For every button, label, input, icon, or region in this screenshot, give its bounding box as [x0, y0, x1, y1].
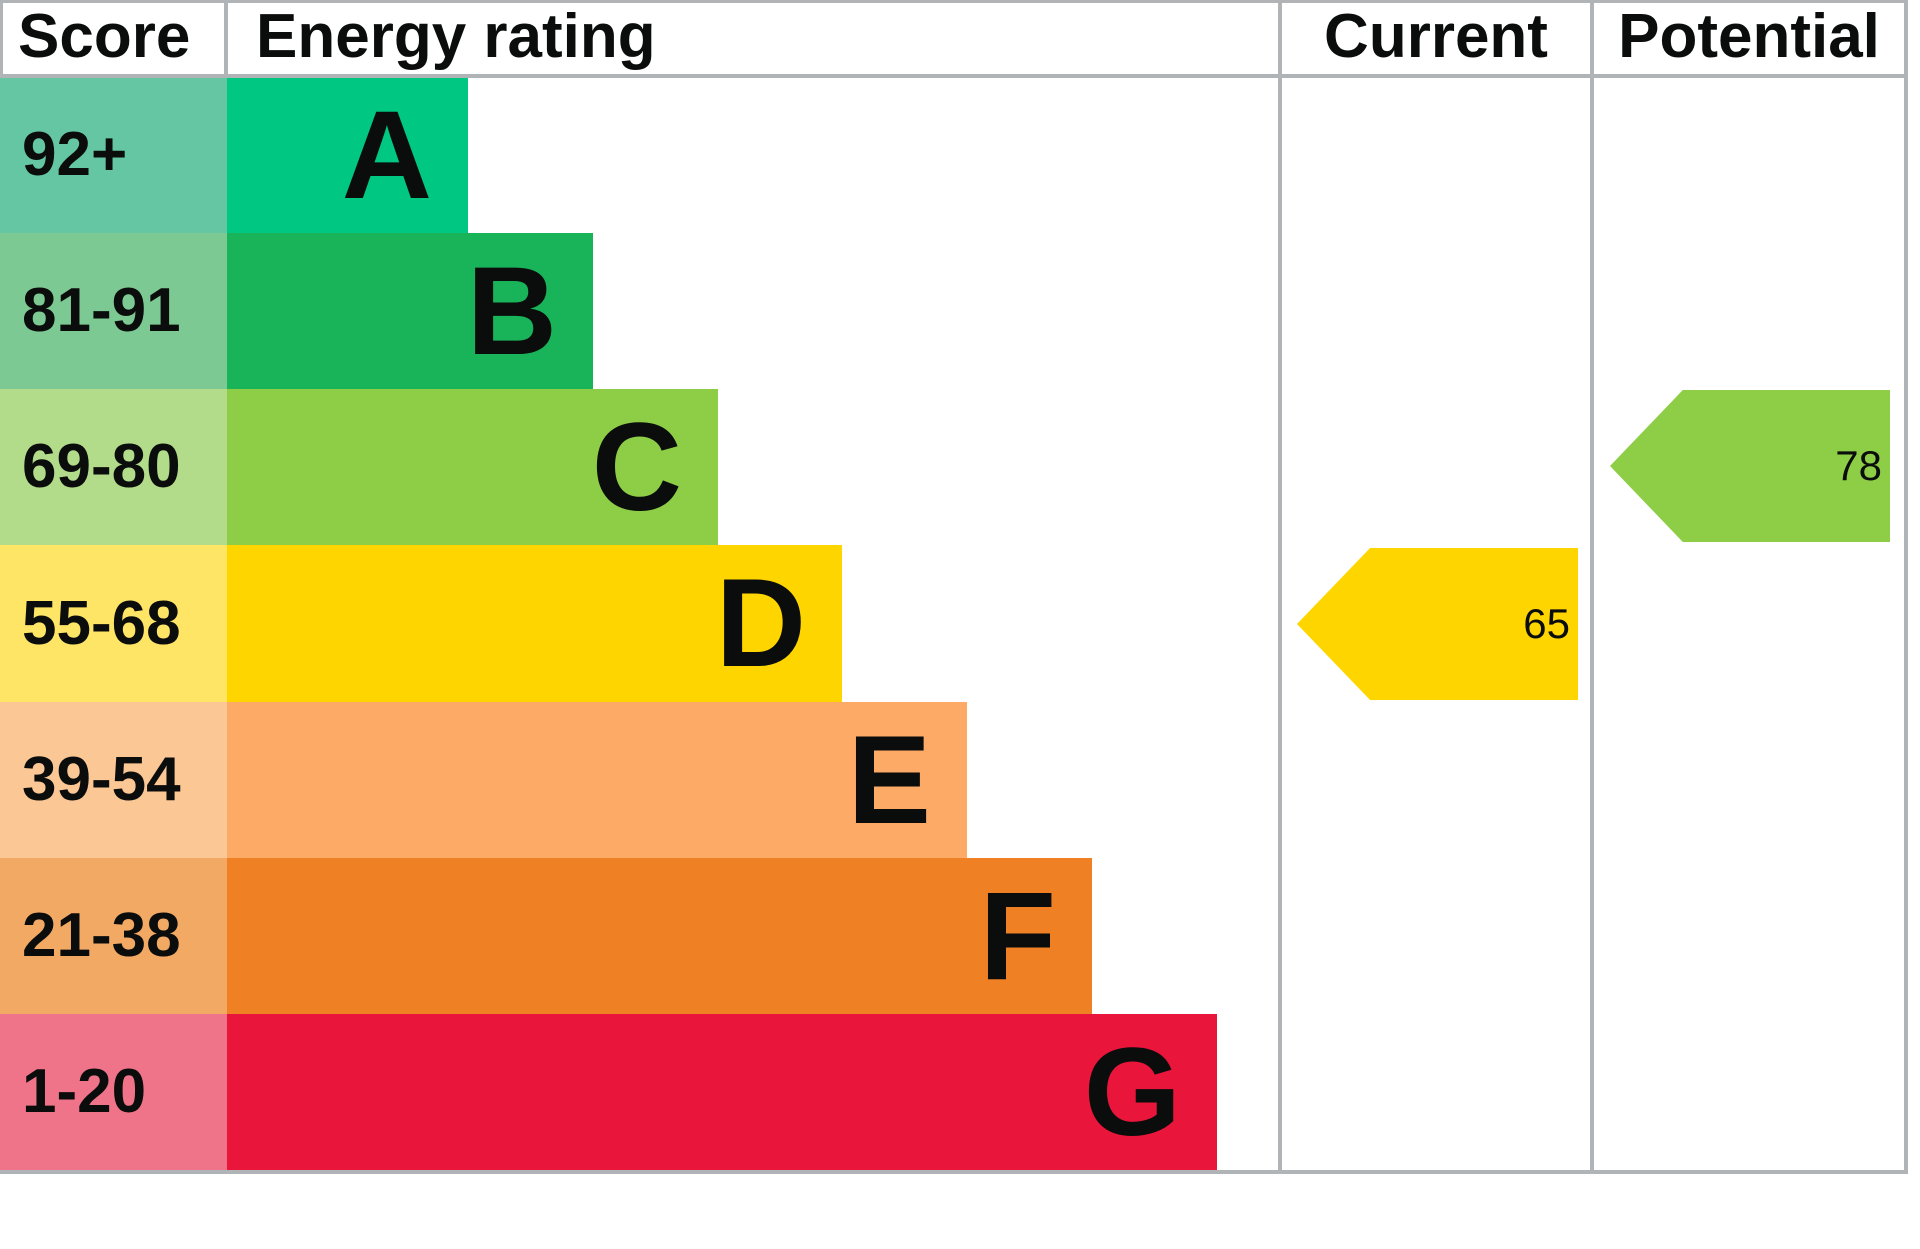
band-letter-b: B — [466, 241, 557, 381]
band-bar-f: F — [227, 858, 1092, 1014]
band-letter-c: C — [591, 397, 682, 537]
band-bar-g: G — [227, 1014, 1217, 1170]
header-score: Score — [0, 0, 224, 74]
score-label-d: 55-68 — [22, 588, 181, 658]
header-potential-label: Potential — [1618, 2, 1880, 71]
band-bar-d: D — [227, 545, 842, 702]
band-bar-e: E — [227, 702, 967, 858]
band-letter-a: A — [341, 85, 432, 225]
score-label-e: 39-54 — [22, 745, 181, 814]
band-letter-d: D — [715, 554, 806, 693]
score-cell-e: 39-54 — [0, 702, 227, 858]
potential-column-left-border — [1590, 0, 1594, 1174]
header-energy-rating-label: Energy rating — [256, 2, 656, 71]
score-label-a: 92+ — [22, 120, 128, 189]
score-label-c: 69-80 — [22, 432, 181, 501]
table-right-border — [1904, 0, 1908, 1174]
score-label-g: 1-20 — [22, 1057, 147, 1126]
score-cell-f: 21-38 — [0, 858, 227, 1014]
score-cell-d: 55-68 — [0, 545, 227, 702]
band-bar-b: B — [227, 233, 593, 389]
potential-rating-arrow: 78 — [1610, 390, 1890, 542]
band-letter-g: G — [1083, 1022, 1181, 1162]
band-bar-a: A — [227, 77, 468, 233]
header-score-label: Score — [18, 2, 191, 71]
current-column-left-border — [1278, 0, 1282, 1174]
table-top-border — [0, 0, 1908, 3]
score-column-border — [224, 0, 228, 78]
header-current: Current — [1282, 0, 1590, 74]
score-label-f: 21-38 — [22, 901, 181, 970]
score-cell-a: 92+ — [0, 77, 227, 233]
score-cell-b: 81-91 — [0, 233, 227, 389]
header-current-label: Current — [1324, 2, 1548, 71]
band-letter-f: F — [979, 866, 1056, 1006]
potential-rating-value: 78 — [1835, 442, 1882, 489]
score-cell-c: 69-80 — [0, 389, 227, 545]
score-label-b: 81-91 — [22, 276, 181, 345]
header-bottom-border — [0, 74, 1908, 78]
header-potential: Potential — [1594, 0, 1904, 74]
current-rating-value: 65 — [1523, 600, 1570, 647]
band-letter-e: E — [847, 710, 931, 850]
header-energy-rating: Energy rating — [228, 0, 1278, 74]
table-bottom-border — [0, 1170, 1908, 1174]
header-left-border — [0, 0, 3, 78]
current-rating-arrow: 65 — [1297, 548, 1578, 700]
band-bar-c: C — [227, 389, 718, 545]
score-cell-g: 1-20 — [0, 1014, 227, 1170]
